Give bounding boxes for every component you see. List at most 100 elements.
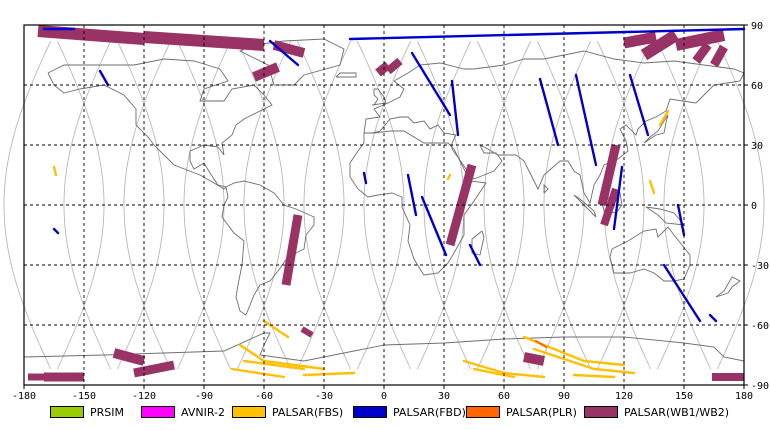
swath-fbs [648, 179, 656, 195]
swath-fbd [628, 73, 650, 137]
swath-wb [597, 144, 621, 206]
legend-label-plr: PALSAR(PLR) [506, 405, 577, 419]
x-tick-label: 120 [615, 391, 633, 402]
orbit-track [3, 40, 52, 370]
x-tick-label: 150 [675, 391, 693, 402]
legend: PRSIM AVNIR-2 PALSAR(FBS) PALSAR(FBD) PA… [0, 403, 770, 423]
swath-wb [692, 42, 712, 64]
coastline [221, 180, 315, 316]
orbit-track [303, 40, 352, 370]
coastline [471, 230, 485, 256]
swath-fbd [348, 27, 746, 41]
swath-fbd [406, 173, 418, 217]
legend-swatch-wb [584, 406, 618, 418]
swath-fbs [302, 371, 356, 377]
x-tick-label: -150 [72, 391, 96, 402]
legend-label-wb: PALSAR(WB1/WB2) [624, 405, 730, 419]
swath-fbd [468, 243, 482, 267]
swath-wb [623, 31, 657, 49]
legend-swatch-fbd [353, 406, 387, 418]
orbit-track [543, 40, 592, 370]
latitude-ticks: 90 60 30 0 -30 -60 -90 [744, 21, 769, 392]
coastline [573, 194, 597, 218]
swath-wb [523, 352, 545, 366]
coastline [543, 183, 549, 194]
swath-fbs [262, 319, 290, 339]
y-tick-label: 0 [751, 201, 757, 212]
legend-swatch-avnir2 [141, 406, 175, 418]
swath-fbs [230, 367, 286, 379]
swath-fbs [472, 367, 516, 379]
swath-fbd [538, 77, 560, 147]
orbit-track [363, 40, 412, 370]
orbit-track [483, 40, 532, 370]
x-tick-label: 0 [381, 391, 387, 402]
y-tick-label: 30 [751, 141, 763, 152]
x-tick-label: -120 [132, 391, 156, 402]
y-tick-label: 60 [751, 81, 763, 92]
swath-wb [272, 40, 306, 58]
swath-fbd [420, 195, 448, 257]
legend-item-prsim: PRSIM [50, 403, 124, 421]
y-tick-label: -90 [751, 381, 769, 392]
swath-wb [385, 57, 403, 75]
coastline [349, 130, 487, 276]
legend-swatch-prsim [50, 406, 84, 418]
x-tick-label: 30 [438, 391, 450, 402]
y-tick-label: -30 [751, 261, 769, 272]
orbit-track [716, 40, 765, 370]
swath-wb [445, 163, 477, 247]
x-tick-label: -30 [315, 391, 333, 402]
coastline [643, 114, 669, 144]
observation-swaths [28, 25, 746, 382]
swath-wb [640, 29, 680, 61]
coastline [371, 88, 387, 106]
x-tick-label: 90 [558, 391, 570, 402]
longitude-ticks: -180 -150 -120 -90 -60 -30 0 30 60 90 120 150 180 [12, 385, 753, 402]
swath-wb [252, 62, 280, 82]
x-tick-label: 60 [498, 391, 510, 402]
swath-wb [375, 61, 391, 77]
orbit-track [423, 40, 472, 370]
swath-fbd [676, 203, 686, 237]
lat-lon-grid [24, 25, 744, 385]
swath-wb [710, 44, 728, 68]
swath-fbs [572, 373, 616, 379]
legend-item-fbs: PALSAR(FBS) [232, 403, 343, 421]
orbit-track [663, 40, 712, 370]
legend-item-avnir2: AVNIR-2 [141, 403, 225, 421]
coastline [609, 226, 691, 282]
swath-fbd [612, 165, 624, 231]
coastline [715, 276, 741, 298]
legend-item-plr: PALSAR(PLR) [466, 403, 577, 421]
swath-fbd [98, 69, 110, 87]
swath-fbs [242, 359, 306, 371]
orbit-track [123, 40, 172, 370]
orbit-track [183, 40, 232, 370]
swath-fbs [532, 347, 636, 375]
legend-swatch-plr [466, 406, 500, 418]
swath-fbs [52, 165, 58, 177]
x-tick-label: -60 [255, 391, 273, 402]
swath-fbd [52, 227, 60, 235]
x-tick-label: -90 [195, 391, 213, 402]
swath-wb [143, 31, 265, 51]
coastline [335, 72, 357, 78]
coastline [47, 58, 273, 190]
swath-plr [535, 340, 547, 348]
swath-wb [300, 326, 314, 338]
x-tick-label: -180 [12, 391, 36, 402]
legend-label-fbd: PALSAR(FBD) [393, 405, 466, 419]
swath-wb [112, 348, 146, 366]
swath-wb [281, 214, 303, 286]
swath-wb [712, 373, 744, 381]
orbit-track [63, 40, 112, 370]
swath-wb [28, 373, 56, 381]
x-tick-label: 180 [735, 391, 753, 402]
legend-label-prsim: PRSIM [90, 405, 124, 419]
y-tick-label: -60 [751, 321, 769, 332]
legend-item-fbd: PALSAR(FBD) [353, 403, 466, 421]
legend-swatch-fbs [232, 406, 266, 418]
swath-fbd [708, 313, 718, 323]
orbit-track [243, 40, 292, 370]
